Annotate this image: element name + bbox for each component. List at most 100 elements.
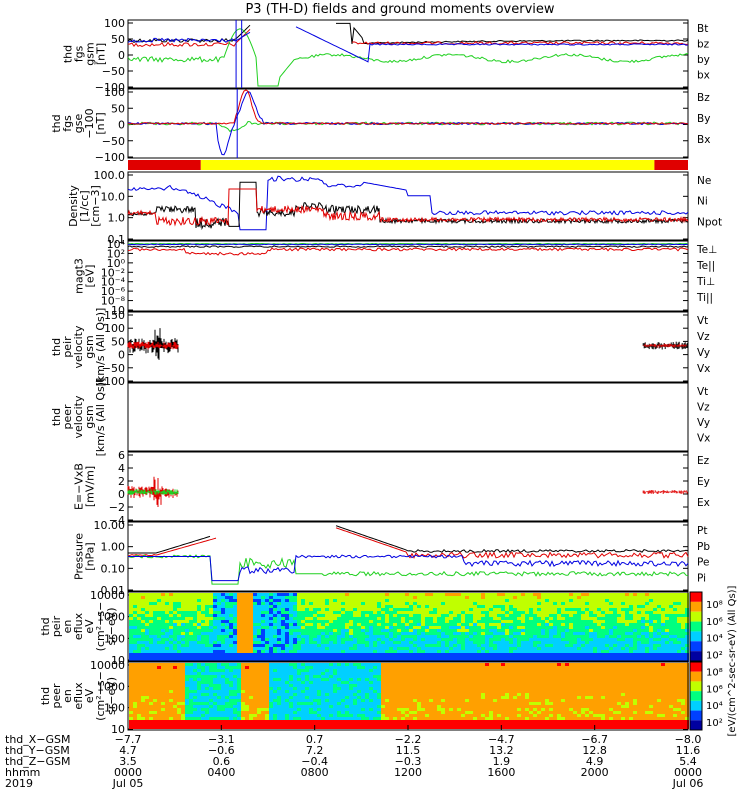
heatmap-cell bbox=[237, 681, 241, 684]
heatmap-cell bbox=[357, 632, 361, 635]
heatmap-cell bbox=[297, 641, 301, 644]
heatmap-cell bbox=[397, 644, 401, 647]
y-axis-label: velocity bbox=[72, 325, 85, 368]
heatmap-cell bbox=[377, 638, 381, 641]
heatmap-cell bbox=[225, 635, 229, 638]
heatmap-cell bbox=[549, 675, 553, 678]
heatmap-cell bbox=[409, 623, 413, 626]
heatmap-cell bbox=[169, 602, 173, 605]
heatmap-cell bbox=[273, 638, 277, 641]
heatmap-cell bbox=[617, 617, 621, 620]
heatmap-cell bbox=[161, 675, 165, 678]
heatmap-cell bbox=[217, 647, 221, 650]
heatmap-cell bbox=[225, 687, 229, 690]
heatmap-cell bbox=[625, 663, 629, 666]
heatmap-cell bbox=[581, 623, 585, 626]
heatmap-cell bbox=[341, 681, 345, 684]
heatmap-cell bbox=[329, 663, 333, 666]
heatmap-cell bbox=[173, 608, 177, 611]
heatmap-cell bbox=[437, 684, 441, 687]
heatmap-cell bbox=[445, 605, 449, 608]
heatmap-cell bbox=[541, 663, 545, 666]
heatmap-cell bbox=[297, 629, 301, 632]
heatmap-cell bbox=[685, 629, 689, 632]
heatmap-cell bbox=[565, 641, 569, 644]
heatmap-cell bbox=[417, 611, 421, 614]
heatmap-cell bbox=[669, 666, 673, 669]
heatmap-cell bbox=[245, 617, 249, 620]
heatmap-cell bbox=[245, 663, 249, 666]
heatmap-cell bbox=[353, 681, 357, 684]
heatmap-cell bbox=[681, 644, 685, 647]
heatmap-cell bbox=[653, 644, 657, 647]
heatmap-cell bbox=[481, 684, 485, 687]
heatmap-cell bbox=[321, 653, 325, 656]
heatmap-cell bbox=[161, 687, 165, 690]
heatmap-cell bbox=[569, 663, 573, 666]
heatmap-cell bbox=[533, 635, 537, 638]
heatmap-cell bbox=[577, 647, 581, 650]
heatmap-cell bbox=[553, 663, 557, 666]
heatmap-cell bbox=[169, 608, 173, 611]
heatmap-cell bbox=[497, 623, 501, 626]
heatmap-cell bbox=[173, 626, 177, 629]
heatmap-cell bbox=[569, 632, 573, 635]
heatmap-cell bbox=[429, 632, 433, 635]
heatmap-cell bbox=[473, 605, 477, 608]
heatmap-cell bbox=[221, 666, 225, 669]
heatmap-cell bbox=[281, 681, 285, 684]
heatmap-cell bbox=[189, 608, 193, 611]
heatmap-cell bbox=[593, 638, 597, 641]
heatmap-cell bbox=[449, 656, 453, 659]
heatmap-cell bbox=[157, 632, 161, 635]
heatmap-cell bbox=[313, 672, 317, 675]
heatmap-cell bbox=[529, 623, 533, 626]
heatmap-cell bbox=[197, 611, 201, 614]
heatmap-cell bbox=[409, 614, 413, 617]
heatmap-cell bbox=[633, 644, 637, 647]
heatmap-cell bbox=[309, 647, 313, 650]
heatmap-cell bbox=[241, 605, 245, 608]
heatmap-cell bbox=[325, 629, 329, 632]
heatmap-cell bbox=[293, 644, 297, 647]
series-tiperp bbox=[128, 243, 689, 246]
heatmap-cell bbox=[545, 669, 549, 672]
heatmap-cell bbox=[569, 675, 573, 678]
heatmap-cell bbox=[401, 644, 405, 647]
heatmap-cell bbox=[497, 611, 501, 614]
heatmap-cell bbox=[393, 641, 397, 644]
heatmap-cell bbox=[589, 632, 593, 635]
heatmap-cell bbox=[225, 617, 229, 620]
heatmap-cell bbox=[529, 596, 533, 599]
heatmap-cell bbox=[453, 602, 457, 605]
heatmap-cell bbox=[537, 666, 541, 669]
heatmap-cell bbox=[325, 684, 329, 687]
heatmap-cell bbox=[617, 638, 621, 641]
heatmap-cell bbox=[261, 614, 265, 617]
heatmap-cell bbox=[133, 656, 137, 659]
heatmap-cell bbox=[677, 626, 681, 629]
heatmap-cell bbox=[293, 629, 297, 632]
heatmap-cell bbox=[541, 608, 545, 611]
heatmap-cell bbox=[161, 647, 165, 650]
heatmap-cell bbox=[221, 672, 225, 675]
heatmap-cell bbox=[581, 663, 585, 666]
heatmap-cell bbox=[529, 629, 533, 632]
heatmap-cell bbox=[129, 617, 133, 620]
heatmap-cell bbox=[181, 599, 185, 602]
heatmap-cell bbox=[453, 599, 457, 602]
heatmap-cell bbox=[381, 623, 385, 626]
heatmap-cell bbox=[557, 675, 561, 678]
heatmap-cell bbox=[513, 632, 517, 635]
heatmap-cell bbox=[401, 605, 405, 608]
heatmap-cell bbox=[685, 663, 689, 666]
heatmap-cell bbox=[577, 650, 581, 653]
heatmap-cell bbox=[405, 681, 409, 684]
heatmap-cell bbox=[613, 641, 617, 644]
heatmap-cell bbox=[333, 663, 337, 666]
heatmap-cell bbox=[645, 611, 649, 614]
heatmap-cell bbox=[345, 605, 349, 608]
heatmap-cell bbox=[545, 656, 549, 659]
heatmap-cell bbox=[665, 602, 669, 605]
heatmap-cell bbox=[337, 593, 341, 596]
